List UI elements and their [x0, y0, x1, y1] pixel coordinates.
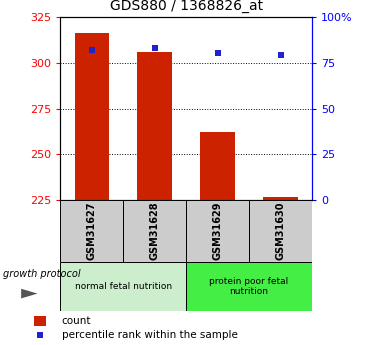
Bar — [60, 200, 123, 262]
Point — [277, 52, 284, 58]
Text: GSM31629: GSM31629 — [213, 202, 223, 260]
Text: growth protocol: growth protocol — [3, 269, 81, 279]
Point — [215, 50, 221, 56]
Polygon shape — [21, 289, 37, 298]
Bar — [263, 197, 298, 200]
Text: protein poor fetal
nutrition: protein poor fetal nutrition — [209, 277, 289, 296]
Bar — [123, 200, 186, 262]
Text: GSM31630: GSM31630 — [276, 202, 285, 260]
Bar — [200, 132, 235, 200]
Text: GSM31627: GSM31627 — [87, 202, 97, 260]
Bar — [138, 52, 172, 200]
Bar — [186, 262, 312, 310]
Point — [89, 47, 95, 53]
Title: GDS880 / 1368826_at: GDS880 / 1368826_at — [110, 0, 263, 13]
Bar — [249, 200, 312, 262]
Bar — [186, 200, 249, 262]
Bar — [34, 316, 46, 326]
Text: count: count — [62, 316, 91, 326]
Point — [152, 46, 158, 51]
Bar — [60, 262, 186, 310]
Text: GSM31628: GSM31628 — [150, 202, 160, 260]
Text: normal fetal nutrition: normal fetal nutrition — [75, 282, 172, 291]
Point — [37, 333, 43, 338]
Text: percentile rank within the sample: percentile rank within the sample — [62, 331, 238, 341]
Bar — [74, 33, 109, 200]
